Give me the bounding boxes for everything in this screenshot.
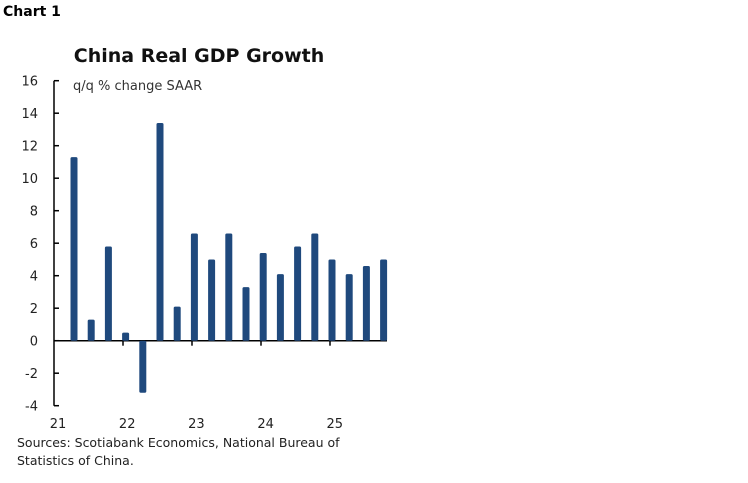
bar-21Q3 xyxy=(104,246,112,341)
y-tick-label: 4 xyxy=(30,270,38,285)
bar-22Q1 xyxy=(139,340,147,393)
x-tick-label: 24 xyxy=(257,417,274,432)
bar-24Q1 xyxy=(276,274,284,341)
y-tick-label: -2 xyxy=(25,367,38,382)
bar-25Q1 xyxy=(345,274,353,341)
bar-22Q2 xyxy=(156,122,164,341)
bar-23Q1 xyxy=(208,259,216,341)
y-tick-label: 6 xyxy=(30,237,38,252)
x-tick-label: 21 xyxy=(50,417,67,432)
bar-22Q4 xyxy=(190,233,198,341)
y-tick-label: 8 xyxy=(30,205,38,220)
y-tick-label: 14 xyxy=(21,107,38,122)
bar-23Q3 xyxy=(242,287,250,341)
y-tick-label: 12 xyxy=(21,140,38,155)
chart-subtitle: q/q % change SAAR xyxy=(73,79,202,94)
y-tick-label: -4 xyxy=(25,400,38,415)
chart-number-label: Chart 1 xyxy=(3,4,61,20)
y-tick-label: 16 xyxy=(21,75,38,90)
y-tick-label: 0 xyxy=(30,335,38,350)
x-tick-label: 23 xyxy=(188,417,205,432)
bar-21Q4 xyxy=(122,332,130,341)
bar-21Q2 xyxy=(87,319,95,341)
bar-23Q4 xyxy=(259,252,267,341)
source-note: Sources: Scotiabank Economics, National … xyxy=(17,435,340,468)
bar-24Q4 xyxy=(328,259,336,341)
x-tick-label: 25 xyxy=(327,417,344,432)
bar-25Q2 xyxy=(362,265,370,341)
bar-24Q3 xyxy=(311,233,319,341)
bar-22Q3 xyxy=(173,306,181,341)
bar-21Q1 xyxy=(70,157,78,341)
bar-25Q3 xyxy=(380,259,388,341)
y-tick-label: 2 xyxy=(30,302,38,317)
chart-title: China Real GDP Growth xyxy=(74,45,325,67)
bar-24Q2 xyxy=(294,246,302,341)
bar-23Q2 xyxy=(225,233,233,341)
y-tick-label: 10 xyxy=(21,172,38,187)
x-tick-label: 22 xyxy=(119,417,136,432)
